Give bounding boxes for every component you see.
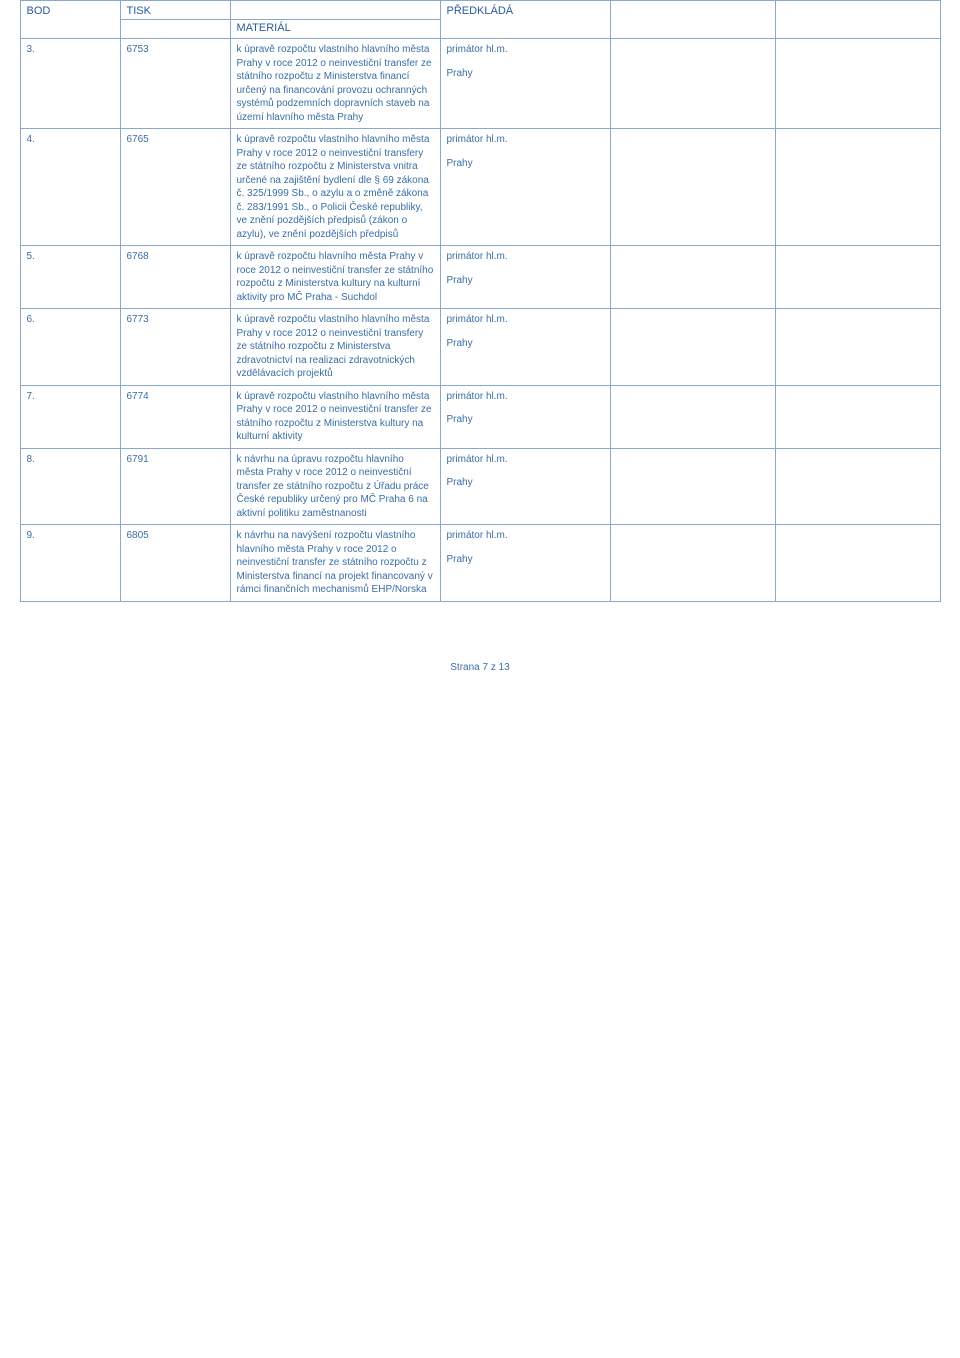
cell-empty-1 [610,448,775,525]
header-tisk-label: TISK [121,1,230,19]
predklada-line2: Prahy [447,476,604,490]
predklada-line1: primátor hl.m. [447,453,604,467]
predklada-line1: primátor hl.m. [447,43,604,57]
cell-tisk: 6791 [120,448,230,525]
cell-empty-1 [610,525,775,602]
cell-material: k úpravě rozpočtu hlavního města Prahy v… [230,246,440,309]
table-header: BOD TISK MATERIÁL PŘEDKLÁDÁ [20,1,940,39]
header-tisk: TISK [120,1,230,39]
cell-predklada: primátor hl.m. Prahy [440,309,610,386]
cell-predklada: primátor hl.m. Prahy [440,385,610,448]
cell-empty-2 [775,309,940,386]
predklada-line2: Prahy [447,157,604,171]
header-bod: BOD [20,1,120,39]
predklada-line2: Prahy [447,67,604,81]
predklada-line1: primátor hl.m. [447,313,604,327]
cell-tisk: 6805 [120,525,230,602]
cell-bod: 8. [20,448,120,525]
header-empty-2 [775,1,940,39]
predklada-line1: primátor hl.m. [447,250,604,264]
predklada-line1: primátor hl.m. [447,529,604,543]
predklada-line2: Prahy [447,413,604,427]
cell-predklada: primátor hl.m. Prahy [440,525,610,602]
cell-empty-1 [610,385,775,448]
cell-bod: 7. [20,385,120,448]
page-footer: Strana 7 z 13 [0,662,960,673]
cell-tisk: 6765 [120,129,230,246]
header-empty-1-label [617,5,769,19]
header-material-label: MATERIÁL [231,19,440,38]
predklada-line1: primátor hl.m. [447,133,604,147]
header-predklada: PŘEDKLÁDÁ [440,1,610,39]
cell-empty-1 [610,129,775,246]
predklada-line1: primátor hl.m. [447,390,604,404]
table-row: 4.6765k úpravě rozpočtu vlastního hlavní… [20,129,940,246]
cell-empty-1 [610,246,775,309]
table-row: 6.6773k úpravě rozpočtu vlastního hlavní… [20,309,940,386]
cell-predklada: primátor hl.m. Prahy [440,246,610,309]
header-material: MATERIÁL [230,1,440,39]
cell-empty-1 [610,309,775,386]
predklada-line2: Prahy [447,553,604,567]
cell-tisk: 6773 [120,309,230,386]
cell-predklada: primátor hl.m. Prahy [440,129,610,246]
cell-empty-2 [775,39,940,129]
table-row: 9.6805k návrhu na navýšení rozpočtu vlas… [20,525,940,602]
cell-empty-2 [775,525,940,602]
cell-empty-2 [775,448,940,525]
cell-empty-2 [775,246,940,309]
cell-empty-2 [775,129,940,246]
cell-material: k úpravě rozpočtu vlastního hlavního měs… [230,129,440,246]
table-row: 5.6768k úpravě rozpočtu hlavního města P… [20,246,940,309]
cell-material: k úpravě rozpočtu vlastního hlavního měs… [230,309,440,386]
cell-material: k úpravě rozpočtu vlastního hlavního měs… [230,385,440,448]
cell-predklada: primátor hl.m. Prahy [440,448,610,525]
header-empty-1 [610,1,775,39]
table-row: 7.6774k úpravě rozpočtu vlastního hlavní… [20,385,940,448]
cell-bod: 5. [20,246,120,309]
table-row: 8.6791k návrhu na úpravu rozpočtu hlavní… [20,448,940,525]
cell-tisk: 6768 [120,246,230,309]
predklada-line2: Prahy [447,274,604,288]
table-body: 3.6753k úpravě rozpočtu vlastního hlavní… [20,39,940,602]
cell-predklada: primátor hl.m. Prahy [440,39,610,129]
cell-material: k úpravě rozpočtu vlastního hlavního měs… [230,39,440,129]
cell-tisk: 6774 [120,385,230,448]
header-empty-2-label [782,5,934,19]
table-row: 3.6753k úpravě rozpočtu vlastního hlavní… [20,39,940,129]
cell-material: k návrhu na navýšení rozpočtu vlastního … [230,525,440,602]
cell-bod: 4. [20,129,120,246]
cell-bod: 6. [20,309,120,386]
predklada-line2: Prahy [447,337,604,351]
cell-empty-2 [775,385,940,448]
agenda-table: BOD TISK MATERIÁLPŘEDKLÁDÁ 3.6753k úprav… [20,0,941,602]
cell-empty-1 [610,39,775,129]
cell-material: k návrhu na úpravu rozpočtu hlavního měs… [230,448,440,525]
cell-bod: 9. [20,525,120,602]
cell-tisk: 6753 [120,39,230,129]
header-bod-label: BOD [27,5,114,19]
cell-bod: 3. [20,39,120,129]
header-predklada-label: PŘEDKLÁDÁ [447,5,604,19]
